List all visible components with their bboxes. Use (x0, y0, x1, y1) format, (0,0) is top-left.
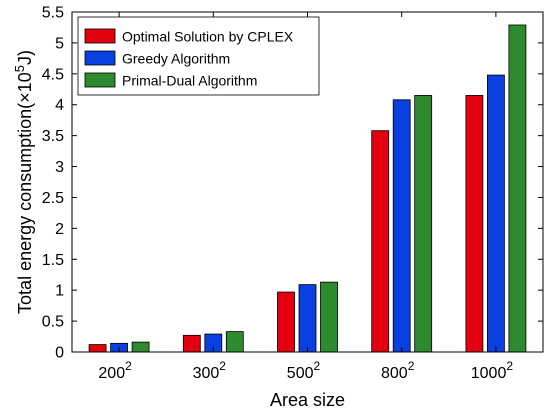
x-tick-label: 8002 (381, 359, 415, 382)
y-tick-label: 0.5 (42, 314, 64, 331)
bar-2-1000 (486, 74, 505, 353)
y-tick-label: 1.5 (42, 252, 64, 269)
x-tick-label-base: 800 (381, 365, 408, 382)
x-ticks-group: 2002 3002 5002 8002 10002 (98, 12, 513, 382)
y-tick-label: 4 (55, 97, 64, 114)
y-axis-label: Total energy consumption(×105J) (12, 50, 35, 314)
legend-swatch-1 (84, 28, 116, 44)
y-axis-label-times: ×10 (15, 72, 35, 103)
bar-3-300 (225, 331, 244, 353)
x-tick-label-exponent: 2 (125, 359, 132, 373)
legend-label-2: Greedy Algorithm (122, 51, 230, 67)
y-ticks-group: 0 0.5 1 1.5 2 2.5 3 3.5 4 4.5 5 5.5 (42, 5, 543, 362)
bar-3-800 (414, 95, 433, 353)
y-axis-label-prefix: Total energy consumption( (15, 103, 35, 314)
y-tick-label: 3.5 (42, 128, 64, 145)
y-tick-label: 2.5 (42, 190, 64, 207)
x-axis-label: Area size (270, 390, 345, 410)
legend-swatch-3 (84, 72, 116, 88)
bar-1-300 (182, 334, 201, 353)
x-tick-label-exponent: 2 (314, 359, 321, 373)
legend: Optimal Solution by CPLEX Greedy Algorith… (77, 16, 320, 96)
x-tick-label-base: 300 (193, 365, 220, 382)
x-tick-label-base: 500 (287, 365, 314, 382)
x-tick-label: 3002 (193, 359, 227, 382)
bar-1-800 (371, 130, 390, 353)
y-tick-label: 4.5 (42, 66, 64, 83)
legend-label-1: Optimal Solution by CPLEX (122, 29, 294, 45)
legend-label-3: Primal-Dual Algorithm (122, 73, 257, 89)
bar-1-500 (277, 291, 295, 353)
legend-box (77, 16, 320, 96)
x-tick-label-base: 200 (98, 365, 125, 382)
y-tick-label: 1 (55, 283, 64, 300)
x-tick-label-exponent: 2 (506, 359, 513, 373)
x-tick-label: 10002 (471, 359, 514, 382)
bar-2-500 (298, 284, 317, 353)
y-tick-label: 5.5 (42, 5, 64, 22)
y-tick-label: 2 (55, 221, 64, 238)
axes-box (71, 11, 544, 353)
axes-lines (71, 11, 544, 353)
y-tick-label: 3 (55, 159, 64, 176)
bar-3-500 (320, 281, 338, 353)
x-tick-label: 2002 (98, 359, 132, 382)
bar-2-800 (392, 99, 411, 353)
x-tick-label: 5002 (287, 359, 321, 382)
bar-3-200 (131, 341, 150, 353)
bar-1-1000 (465, 95, 484, 353)
y-tick-label: 0 (55, 345, 64, 362)
y-axis-label-exponent: 5 (12, 65, 27, 72)
x-tick-label-exponent: 2 (219, 359, 226, 373)
y-axis-label-suffix: J) (15, 50, 35, 65)
x-tick-label-base: 1000 (471, 365, 507, 382)
legend-swatch-2 (84, 50, 116, 66)
bar-3-1000 (508, 24, 527, 353)
y-tick-label: 5 (55, 35, 64, 52)
x-tick-label-exponent: 2 (408, 359, 415, 373)
bar-1-200 (88, 344, 107, 353)
